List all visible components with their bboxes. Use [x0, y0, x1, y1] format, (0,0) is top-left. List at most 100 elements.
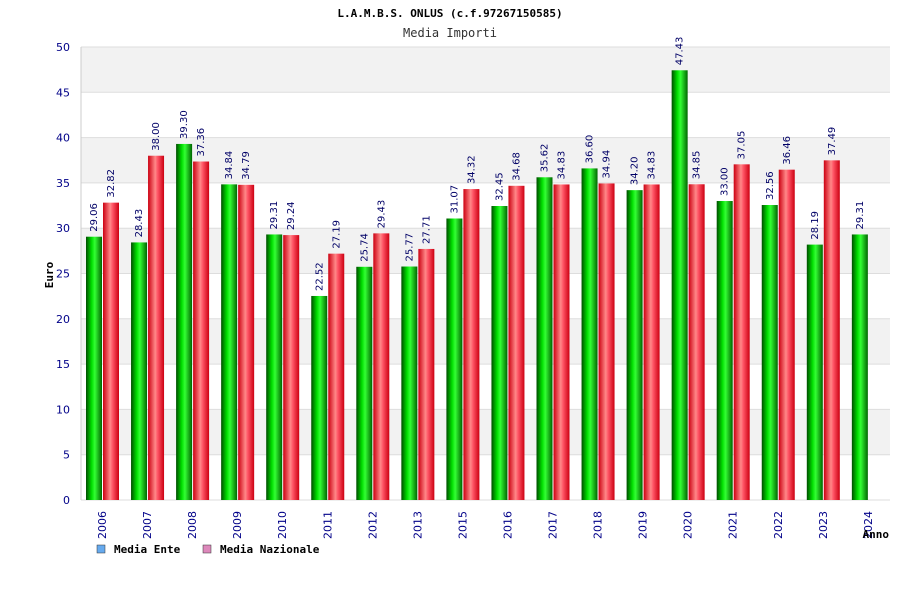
y-axis: 0 5 10 15 20 25 30 35 40 45 50: [56, 41, 82, 507]
y-tick-label: 15: [56, 358, 70, 371]
value-label-ente: 25.77: [404, 233, 415, 262]
value-label-ente: 39.30: [179, 110, 190, 139]
x-axis-label: Anno: [863, 528, 890, 541]
value-label-ente: 32.45: [494, 172, 505, 201]
legend-swatch-nazionale: [202, 544, 212, 554]
x-tick-label: 2009: [231, 511, 244, 539]
x-tick-label: 2011: [321, 511, 334, 539]
value-label-ente: 22.52: [314, 262, 325, 291]
value-label-ente: 36.60: [585, 135, 596, 164]
value-label-ente: 32.56: [765, 171, 776, 200]
bar-media-nazionale: [238, 184, 255, 500]
bar-media-ente: [131, 242, 148, 500]
x-tick-label: 2019: [637, 511, 650, 539]
x-tick-label: 2021: [727, 511, 740, 539]
grid-band: [81, 228, 890, 274]
x-tick-label: 2016: [501, 511, 514, 539]
x-tick-label: 2008: [186, 511, 199, 539]
value-label-nazionale: 36.46: [782, 136, 793, 165]
y-tick-label: 0: [63, 494, 70, 507]
legend: Media Ente Media Nazionale: [96, 543, 320, 556]
value-label-ente: 25.74: [359, 233, 370, 262]
bar-media-ente: [311, 295, 328, 500]
x-tick-label: 2015: [456, 511, 469, 539]
grid-band: [81, 409, 890, 455]
x-tick-label: 2010: [276, 511, 289, 539]
bar-media-nazionale: [193, 161, 210, 500]
grid-band: [81, 318, 890, 365]
value-label-nazionale: 29.43: [376, 200, 387, 229]
bar-media-ente: [176, 143, 193, 500]
bar-media-ente: [536, 177, 553, 500]
bars: 29.06 32.82 28.43 38.00 39.30 37.36 34.84 34.79…: [86, 37, 868, 501]
value-label-ente: 34.84: [224, 151, 235, 180]
y-tick-label: 45: [56, 86, 70, 99]
y-tick-label: 30: [56, 222, 70, 235]
bar-media-nazionale: [508, 185, 525, 500]
value-label-nazionale: 34.94: [602, 150, 613, 179]
value-label-ente: 29.31: [855, 201, 866, 230]
chart-title: L.A.M.B.S. ONLUS (c.f.97267150585): [337, 7, 562, 20]
value-label-ente: 47.43: [675, 37, 686, 66]
value-label-nazionale: 32.82: [106, 169, 117, 198]
bar-media-ente: [221, 184, 238, 500]
x-axis: 2006 2007 2008 2009 2010 2011 2012 2013 2015 2016…: [96, 511, 875, 539]
value-label-ente: 31.07: [449, 185, 460, 214]
y-tick-label: 25: [56, 268, 70, 281]
x-tick-label: 2017: [547, 511, 560, 539]
bar-media-nazionale: [688, 184, 705, 500]
grid-band: [81, 137, 890, 183]
bar-media-ente: [851, 234, 868, 500]
value-label-nazionale: 27.19: [331, 220, 342, 249]
bar-media-ente: [401, 266, 418, 500]
x-tick-label: 2007: [141, 511, 154, 539]
x-tick-label: 2018: [592, 511, 605, 539]
x-tick-label: 2012: [366, 511, 379, 539]
x-tick-label: 2023: [817, 511, 830, 539]
value-label-ente: 29.31: [269, 201, 280, 230]
bar-media-nazionale: [463, 189, 480, 501]
bar-media-ente: [671, 70, 688, 500]
y-tick-label: 20: [56, 313, 70, 326]
bar-media-nazionale: [598, 183, 615, 500]
y-tick-label: 10: [56, 403, 70, 416]
y-axis-label: Euro: [43, 261, 56, 288]
bar-media-ente: [581, 168, 598, 501]
bar-media-nazionale: [778, 169, 795, 500]
value-label-nazionale: 34.83: [557, 151, 568, 180]
bar-media-nazionale: [283, 235, 300, 500]
value-label-nazionale: 37.36: [196, 128, 207, 157]
bar-media-ente: [86, 236, 102, 500]
value-label-nazionale: 38.00: [151, 122, 162, 151]
gridlines: [81, 46, 890, 501]
bar-media-ente: [266, 234, 283, 500]
bar-media-nazionale: [643, 184, 660, 501]
bar-media-ente: [356, 266, 373, 500]
y-tick-label: 40: [56, 132, 70, 145]
y-tick-label: 5: [63, 449, 70, 462]
chart-subtitle: Media Importi: [403, 26, 497, 40]
value-label-ente: 29.06: [89, 203, 100, 232]
bar-media-ente: [446, 218, 463, 500]
bar-media-nazionale: [733, 164, 750, 500]
bar-media-ente: [716, 201, 733, 500]
value-label-nazionale: 27.71: [421, 215, 432, 244]
legend-label-ente: Media Ente: [114, 543, 181, 556]
x-tick-label: 2020: [682, 511, 695, 539]
bar-media-nazionale: [418, 248, 435, 500]
bar-media-ente: [761, 205, 778, 500]
x-tick-label: 2022: [772, 511, 785, 539]
value-label-nazionale: 37.05: [737, 131, 748, 160]
x-tick-label: 2006: [96, 511, 109, 539]
bar-media-ente: [491, 206, 508, 501]
bar-media-nazionale: [148, 155, 165, 500]
y-tick-label: 50: [56, 41, 70, 54]
value-label-nazionale: 34.79: [241, 151, 252, 180]
value-label-nazionale: 37.49: [827, 127, 838, 156]
value-label-nazionale: 34.32: [466, 155, 477, 184]
bar-media-nazionale: [103, 202, 119, 500]
value-label-nazionale: 34.68: [511, 152, 522, 181]
legend-swatch-ente: [96, 544, 106, 554]
grid-band: [81, 47, 890, 93]
x-tick-label: 2024: [862, 511, 875, 539]
